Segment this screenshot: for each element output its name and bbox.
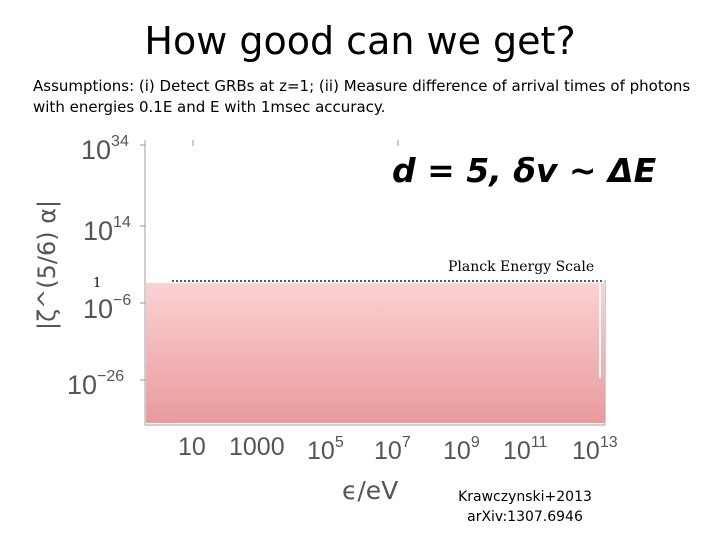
x-tick-label: 1013: [572, 434, 618, 465]
x-tick-labels: 10 1000 105 107 109 1011 1013: [178, 433, 618, 465]
reference-value-label: 1: [93, 276, 101, 291]
assumptions-text: Assumptions: (i) Detect GRBs at z=1; (ii…: [33, 77, 691, 116]
y-tick-labels: 1034 1014 10−6 10−26: [67, 133, 131, 400]
x-tick-label: 1000: [229, 433, 285, 461]
x-tick-label: 1011: [503, 434, 548, 465]
x-tick-label: 107: [374, 434, 411, 465]
y-tick-label: 10−26: [67, 368, 124, 400]
x-tick-label: 105: [307, 434, 344, 465]
y-tick-label: 1014: [83, 214, 131, 246]
y-tick-label: 1034: [81, 133, 129, 165]
y-tick-label: 10−6: [83, 292, 131, 324]
x-tick-label: 10: [178, 433, 206, 461]
planck-scale-label: Planck Energy Scale: [448, 259, 594, 275]
slide-title: How good can we get?: [144, 19, 576, 63]
x-tick-label: 109: [443, 434, 480, 465]
citation-author: Krawczynski+2013: [458, 489, 592, 505]
excluded-region-fill: [146, 283, 605, 423]
chart-title: d = 5, δv ~ ΔE: [392, 151, 657, 190]
y-tick-marks: [140, 144, 145, 381]
y-axis-label: |ζ^(5/6) α|: [33, 200, 61, 330]
citation: Krawczynski+2013 arXiv:1307.6946: [455, 487, 595, 527]
citation-arxiv: arXiv:1307.6946: [467, 509, 583, 525]
x-axis-label: ϵ/eV: [342, 476, 398, 505]
